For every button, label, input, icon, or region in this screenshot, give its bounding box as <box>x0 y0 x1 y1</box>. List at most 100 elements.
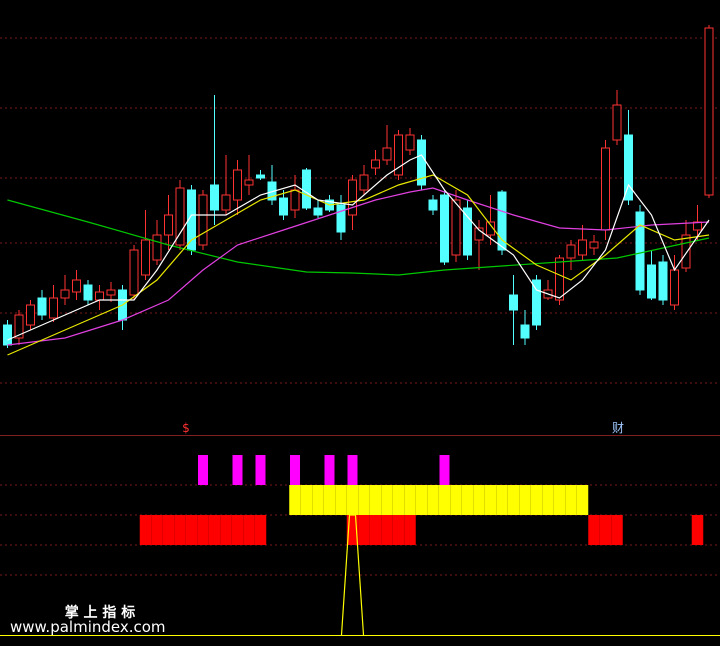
candle-body <box>486 221 495 236</box>
signal-bar <box>346 485 359 515</box>
candle-body <box>37 297 47 316</box>
candle-body <box>164 214 173 236</box>
signal-bar <box>599 515 612 545</box>
candle-body <box>359 174 369 191</box>
signal-bar <box>553 485 566 515</box>
signal-bar <box>290 455 300 485</box>
signal-bar <box>139 515 152 545</box>
signal-bar <box>576 485 589 515</box>
signal-bar <box>324 455 335 485</box>
signal-bar <box>507 485 520 515</box>
candle-body <box>566 244 576 259</box>
signal-bar <box>346 515 359 545</box>
candle-body <box>670 269 679 306</box>
signal-bar <box>381 515 393 545</box>
signal-bar <box>473 485 485 515</box>
candles <box>3 25 714 348</box>
signal-spike <box>340 514 365 636</box>
signal-bar <box>381 485 393 515</box>
signal-bar <box>335 485 347 515</box>
candle-body <box>371 159 380 169</box>
candle-body <box>187 189 196 251</box>
candle-body <box>60 289 70 299</box>
annotation: 财 <box>612 421 624 435</box>
moving-average <box>7 174 710 356</box>
candle-body <box>221 194 231 211</box>
signal-bar <box>358 485 370 515</box>
signal-bar <box>254 515 267 545</box>
signal-bar <box>611 515 623 545</box>
candle-body <box>244 179 254 186</box>
candle-body <box>72 279 81 293</box>
signal-bar <box>255 455 266 485</box>
candle-body <box>3 324 12 346</box>
candle-body <box>290 189 300 211</box>
candle-body <box>95 291 104 301</box>
signal-bar <box>484 485 497 515</box>
signal-bar <box>162 515 175 545</box>
candle-body <box>474 227 484 241</box>
signal-bar <box>151 515 163 545</box>
candle-body <box>106 289 116 296</box>
candle-body <box>704 27 714 196</box>
candle-body <box>129 249 139 296</box>
signal-bar <box>404 485 416 515</box>
candle-body <box>233 169 242 201</box>
candle-body <box>635 211 645 291</box>
signal-bar <box>565 485 577 515</box>
candle-body <box>612 104 622 141</box>
signal-bar <box>185 515 198 545</box>
candle-body <box>210 184 219 211</box>
signal-bar <box>289 485 301 515</box>
candle-body <box>313 207 323 216</box>
signal-bar <box>220 515 232 545</box>
candle-body <box>647 264 656 299</box>
candle-body <box>451 199 461 256</box>
moving-average <box>7 187 710 346</box>
candle-body <box>520 324 530 339</box>
candle-body <box>578 239 587 256</box>
candle-body <box>463 207 472 256</box>
candle-body <box>532 279 541 326</box>
signal-bar <box>427 485 439 515</box>
candle-body <box>555 257 564 301</box>
candle-body <box>198 194 208 246</box>
candle-body <box>509 294 518 311</box>
signal-bar <box>323 485 336 515</box>
signal-bar <box>369 515 382 545</box>
candle-body <box>601 147 610 231</box>
candle-body <box>417 139 426 186</box>
signal-bar <box>519 485 531 515</box>
candle-body <box>658 261 668 301</box>
candle-body <box>394 134 403 176</box>
signal-bar <box>450 485 462 515</box>
candle-body <box>49 297 58 319</box>
signal-bar <box>530 485 543 515</box>
signal-bar <box>231 515 244 545</box>
signal-bar <box>232 455 243 485</box>
watermark-url: www.palmindex.com <box>10 618 166 636</box>
candle-body <box>348 179 357 216</box>
signal-bar <box>243 515 255 545</box>
signal-bar <box>542 485 554 515</box>
candle-body <box>440 194 449 263</box>
moving-average <box>7 199 710 276</box>
signal-bar <box>438 485 451 515</box>
signal-bar <box>312 485 324 515</box>
signal-bar <box>392 515 405 545</box>
signal-bar <box>588 515 600 545</box>
signal-bar <box>174 515 186 545</box>
signal-bar <box>691 515 704 545</box>
signal-bar <box>300 485 313 515</box>
candle-body <box>382 147 392 161</box>
signal-bar <box>198 455 208 485</box>
candle-body <box>141 239 150 276</box>
candle-body <box>681 234 691 269</box>
signal-bar <box>439 455 450 485</box>
signal-bar <box>197 515 209 545</box>
candle-body <box>83 284 93 301</box>
candle-body <box>175 187 185 246</box>
candle-body <box>405 134 415 151</box>
candle-body <box>624 134 633 201</box>
